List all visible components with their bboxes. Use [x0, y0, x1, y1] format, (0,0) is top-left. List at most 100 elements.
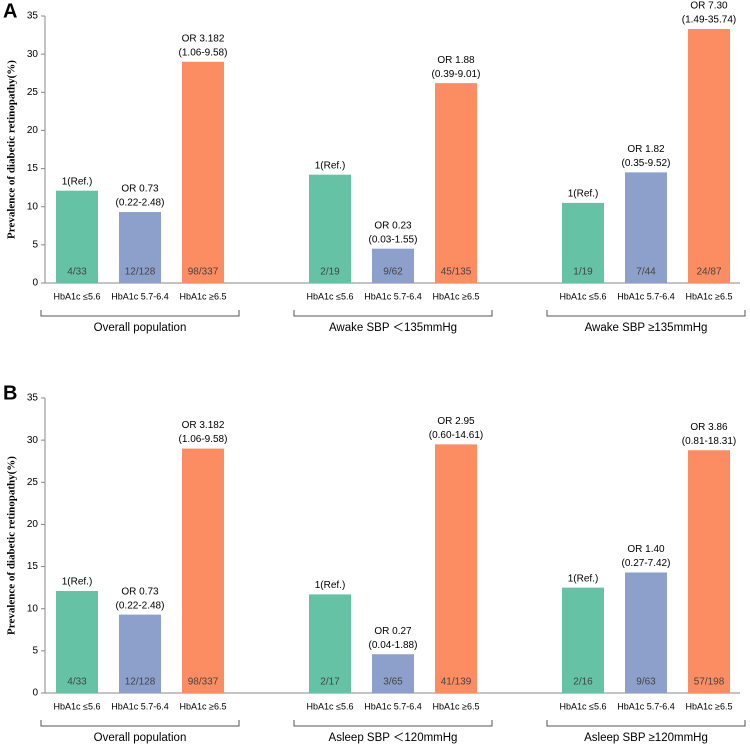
bar	[119, 614, 161, 693]
y-tick-label: 5	[32, 645, 38, 656]
x-tick-label: HbA1c ≥6.5	[433, 701, 480, 711]
y-tick-label: 0	[32, 278, 38, 289]
x-tick-label: HbA1c ≥6.5	[180, 291, 227, 301]
odds-ratio-label: (0.39-9.01)	[432, 69, 481, 80]
count-label: 2/16	[573, 677, 593, 688]
x-tick-label: HbA1c ≤5.6	[560, 701, 607, 711]
y-tick-label: 15	[27, 561, 39, 572]
group-label: Awake SBP ≥135mmHg	[585, 322, 708, 334]
group-label: Overall population	[94, 732, 187, 744]
y-tick-label: 35	[27, 11, 39, 22]
bar	[309, 594, 351, 693]
group-bracket	[293, 720, 493, 727]
y-tick-label: 25	[27, 87, 39, 98]
odds-ratio-label: OR 2.95	[437, 416, 475, 427]
odds-ratio-label: (0.03-1.55)	[369, 234, 418, 245]
group-bracket	[546, 310, 746, 317]
odds-ratio-label: (0.81-18.31)	[682, 436, 736, 447]
count-label: 98/337	[188, 267, 219, 278]
x-tick-label: HbA1c ≤5.6	[54, 291, 101, 301]
count-label: 57/198	[694, 677, 725, 688]
y-tick-label: 30	[27, 435, 39, 446]
group-bracket	[40, 720, 240, 727]
x-tick-label: HbA1c ≤5.6	[54, 701, 101, 711]
odds-ratio-label: OR 1.40	[627, 544, 665, 555]
bar	[562, 587, 604, 693]
y-axis-title: Prevalence of diabetic retinopathy(%)	[6, 60, 18, 239]
y-tick-label: 35	[27, 393, 39, 404]
panel-letter: A	[3, 0, 17, 22]
odds-ratio-label: OR 0.23	[374, 220, 412, 231]
odds-ratio-label: 1(Ref.)	[62, 577, 93, 588]
odds-ratio-label: (0.27-7.42)	[622, 558, 671, 569]
odds-ratio-label: OR 3.182	[182, 33, 225, 44]
x-tick-label: HbA1c 5.7-6.4	[111, 701, 169, 711]
bar	[435, 444, 477, 693]
count-label: 4/33	[67, 677, 87, 688]
group-label: Asleep SBP ≥120mmHg	[584, 732, 708, 744]
odds-ratio-label: 1(Ref.)	[568, 189, 599, 200]
x-tick-label: HbA1c 5.7-6.4	[364, 291, 422, 301]
count-label: 9/62	[383, 267, 403, 278]
bar	[688, 450, 730, 693]
bar	[309, 174, 351, 283]
count-label: 1/19	[573, 267, 593, 278]
x-tick-label: HbA1c 5.7-6.4	[617, 701, 675, 711]
odds-ratio-label: (1.49-35.74)	[682, 15, 736, 26]
odds-ratio-label: 1(Ref.)	[315, 580, 346, 591]
group-bracket	[40, 310, 240, 317]
odds-ratio-label: (0.60-14.61)	[429, 430, 483, 441]
y-tick-label: 20	[27, 125, 39, 136]
odds-ratio-label: OR 0.27	[374, 626, 412, 637]
odds-ratio-label: OR 1.88	[437, 55, 475, 66]
count-label: 3/65	[383, 677, 403, 688]
bar	[562, 202, 604, 283]
y-tick-label: 20	[27, 519, 39, 530]
count-label: 7/44	[636, 267, 656, 278]
x-tick-label: HbA1c 5.7-6.4	[111, 291, 169, 301]
bar	[119, 212, 161, 283]
x-tick-label: HbA1c ≤5.6	[307, 291, 354, 301]
x-tick-label: HbA1c ≥6.5	[433, 291, 480, 301]
bar	[435, 83, 477, 283]
bar	[688, 28, 730, 284]
count-label: 12/128	[125, 267, 156, 278]
x-tick-label: HbA1c ≥6.5	[180, 701, 227, 711]
odds-ratio-label: 1(Ref.)	[568, 573, 599, 584]
y-tick-label: 5	[32, 239, 38, 250]
y-tick-label: 15	[27, 163, 39, 174]
odds-ratio-label: OR 7.30	[690, 1, 728, 12]
y-tick-label: 25	[27, 477, 39, 488]
odds-ratio-label: 1(Ref.)	[62, 176, 93, 187]
bar	[625, 172, 667, 283]
count-label: 41/139	[441, 677, 472, 688]
odds-ratio-label: (0.22-2.48)	[116, 198, 165, 209]
x-tick-label: HbA1c ≥6.5	[686, 291, 733, 301]
group-label: Awake SBP ＜135mmHg	[329, 322, 457, 334]
x-tick-label: HbA1c 5.7-6.4	[364, 701, 422, 711]
count-label: 9/63	[636, 677, 656, 688]
count-label: 4/33	[67, 267, 87, 278]
bar	[56, 190, 98, 283]
group-label: Overall population	[94, 322, 187, 334]
panel-letter: B	[3, 382, 17, 404]
odds-ratio-label: (0.04-1.88)	[369, 640, 418, 651]
y-tick-label: 10	[27, 603, 39, 614]
odds-ratio-label: (0.22-2.48)	[116, 600, 165, 611]
count-label: 45/135	[441, 267, 472, 278]
count-label: 2/19	[320, 267, 340, 278]
bar	[372, 248, 414, 283]
x-tick-label: HbA1c ≤5.6	[307, 701, 354, 711]
y-axis-title: Prevalence of diabetic retinopathy(%)	[6, 456, 18, 635]
odds-ratio-label: (1.06-9.58)	[179, 434, 228, 445]
odds-ratio-label: OR 3.182	[182, 420, 225, 431]
x-tick-label: HbA1c ≤5.6	[560, 291, 607, 301]
odds-ratio-label: (0.35-9.52)	[622, 158, 671, 169]
odds-ratio-label: (1.06-9.58)	[179, 47, 228, 58]
group-bracket	[293, 310, 493, 317]
bar	[182, 448, 224, 693]
y-tick-label: 10	[27, 201, 39, 212]
x-tick-label: HbA1c 5.7-6.4	[617, 291, 675, 301]
bar	[56, 591, 98, 693]
